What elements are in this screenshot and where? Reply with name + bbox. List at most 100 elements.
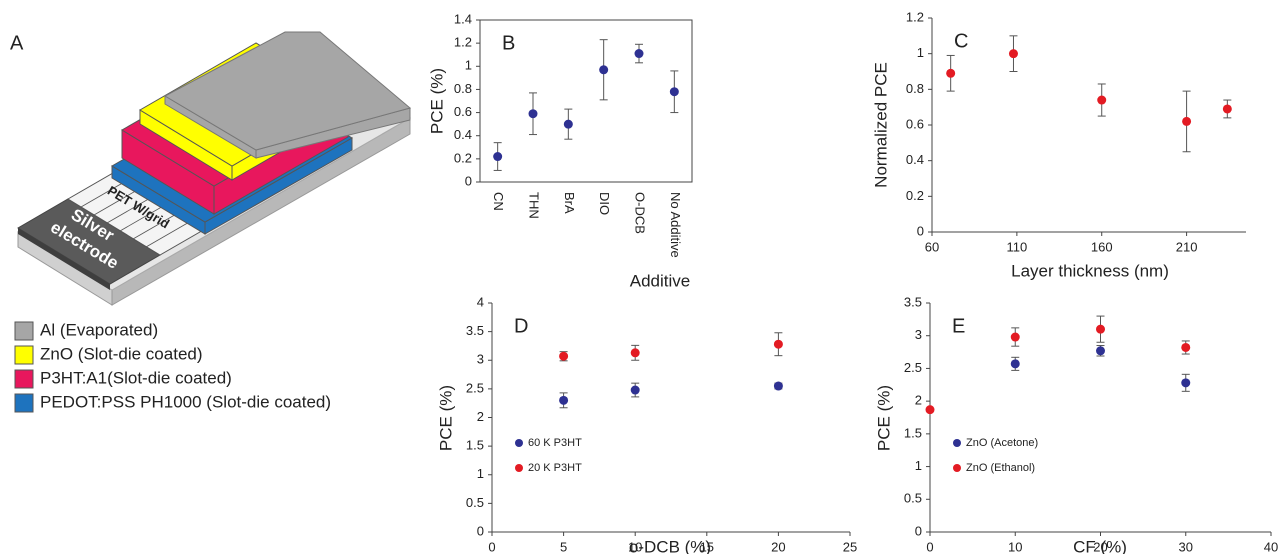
device-diagram: A Silver electrode PET W/grid xyxy=(10,31,412,306)
legend-marker xyxy=(953,439,961,447)
x-axis-label: CF (%) xyxy=(1073,537,1127,554)
data-point xyxy=(563,119,573,129)
y-tick-label: 0.4 xyxy=(906,152,924,167)
y-axis-label: Normalized PCE xyxy=(871,62,890,188)
x-tick-label: 25 xyxy=(843,539,857,554)
y-tick-label: 0 xyxy=(915,523,922,538)
x-tick-label: 10 xyxy=(628,539,642,554)
data-point xyxy=(1010,332,1020,342)
legend-swatch xyxy=(14,321,34,341)
x-tick-label: 5 xyxy=(560,539,567,554)
data-point xyxy=(1096,324,1105,334)
x-tick-label: THN xyxy=(527,192,542,219)
y-tick-label: 1 xyxy=(477,466,484,481)
data-point xyxy=(1008,49,1018,59)
x-tick-label: 15 xyxy=(700,539,714,554)
data-point xyxy=(773,339,783,349)
y-tick-label: 3 xyxy=(477,352,484,367)
y-tick-label: 1.5 xyxy=(466,438,484,453)
data-point xyxy=(1096,346,1105,356)
legend-label: Al (Evaporated) xyxy=(40,320,158,339)
y-tick-label: 2.5 xyxy=(904,360,922,375)
y-tick-label: 3.5 xyxy=(466,323,484,338)
y-tick-label: 0.5 xyxy=(466,495,484,510)
y-tick-label: 1.4 xyxy=(454,11,472,26)
y-tick-label: 1 xyxy=(465,58,472,73)
legend-label: 60 K P3HT xyxy=(528,437,582,449)
panel-label: B xyxy=(502,32,515,54)
data-point xyxy=(1010,359,1020,369)
y-tick-label: 1.2 xyxy=(454,35,472,50)
legend-label: 20 K P3HT xyxy=(528,462,582,474)
y-tick-label: 0.6 xyxy=(454,104,472,119)
x-tick-label: 0 xyxy=(926,539,933,554)
data-point xyxy=(1097,95,1107,105)
x-tick-label: 60 xyxy=(925,239,939,254)
data-point xyxy=(925,405,935,415)
legend-label: ZnO (Ethanol) xyxy=(966,462,1035,474)
legend-marker xyxy=(515,439,523,447)
x-tick-label: DIO xyxy=(597,192,612,215)
panel-label: C xyxy=(954,30,968,52)
y-tick-label: 1.5 xyxy=(904,425,922,440)
y-tick-label: 2 xyxy=(477,409,484,424)
y-tick-label: 1 xyxy=(915,458,922,473)
y-tick-label: 0.5 xyxy=(904,491,922,506)
y-tick-label: 0.4 xyxy=(454,127,472,142)
data-point xyxy=(528,109,538,119)
x-tick-label: No Additive xyxy=(668,192,683,258)
data-point xyxy=(559,395,569,405)
x-axis-label: o-DCB (%) xyxy=(629,537,711,554)
legend-swatch xyxy=(14,369,34,389)
y-tick-label: 0.2 xyxy=(906,188,924,203)
x-tick-label: 210 xyxy=(1176,239,1198,254)
x-tick-label: 20 xyxy=(1093,539,1107,554)
x-axis-label: Layer thickness (nm) xyxy=(1011,261,1169,280)
data-point xyxy=(493,152,503,162)
y-tick-label: 0 xyxy=(477,523,484,538)
x-tick-label: 10 xyxy=(1008,539,1022,554)
data-point xyxy=(1181,378,1191,388)
x-tick-label: BrA xyxy=(562,192,577,214)
data-point xyxy=(669,87,679,97)
x-axis-label: Additive xyxy=(630,271,690,290)
data-point xyxy=(559,351,569,361)
y-tick-label: 0.8 xyxy=(454,81,472,96)
y-tick-label: 0.6 xyxy=(906,116,924,131)
y-tick-label: 0 xyxy=(917,223,924,238)
data-point xyxy=(1222,104,1232,114)
y-tick-label: 4 xyxy=(477,294,484,309)
y-axis-label: PCE (%) xyxy=(874,385,893,451)
legend-marker xyxy=(515,464,523,472)
x-tick-label: O-DCB xyxy=(633,192,648,234)
data-point xyxy=(630,348,640,358)
x-tick-label: 30 xyxy=(1179,539,1193,554)
data-point xyxy=(1181,342,1191,352)
y-tick-label: 0.2 xyxy=(454,150,472,165)
y-tick-label: 3.5 xyxy=(904,294,922,309)
data-point xyxy=(1182,116,1192,126)
legend-label: PEDOT:PSS PH1000 (Slot-die coated) xyxy=(40,392,331,411)
legend-label: P3HT:A1(Slot-die coated) xyxy=(40,368,232,387)
legend-swatch xyxy=(14,393,34,413)
x-tick-label: 40 xyxy=(1264,539,1278,554)
legend-swatch xyxy=(14,345,34,365)
y-tick-label: 3 xyxy=(915,327,922,342)
y-tick-label: 2.5 xyxy=(466,380,484,395)
data-point xyxy=(946,68,956,78)
x-tick-label: 20 xyxy=(771,539,785,554)
data-point xyxy=(773,381,783,391)
panel-label: A xyxy=(10,32,24,54)
panel-label: D xyxy=(514,315,528,337)
y-tick-label: 0.8 xyxy=(906,81,924,96)
y-axis-label: PCE (%) xyxy=(427,68,446,134)
legend-label: ZnO (Slot-die coated) xyxy=(40,344,203,363)
panel-label: E xyxy=(952,315,965,337)
legend-marker xyxy=(953,464,961,472)
y-tick-label: 0 xyxy=(465,173,472,188)
legend-label: ZnO (Acetone) xyxy=(966,437,1038,449)
y-axis-label: PCE (%) xyxy=(436,385,455,451)
al-top xyxy=(163,31,412,151)
